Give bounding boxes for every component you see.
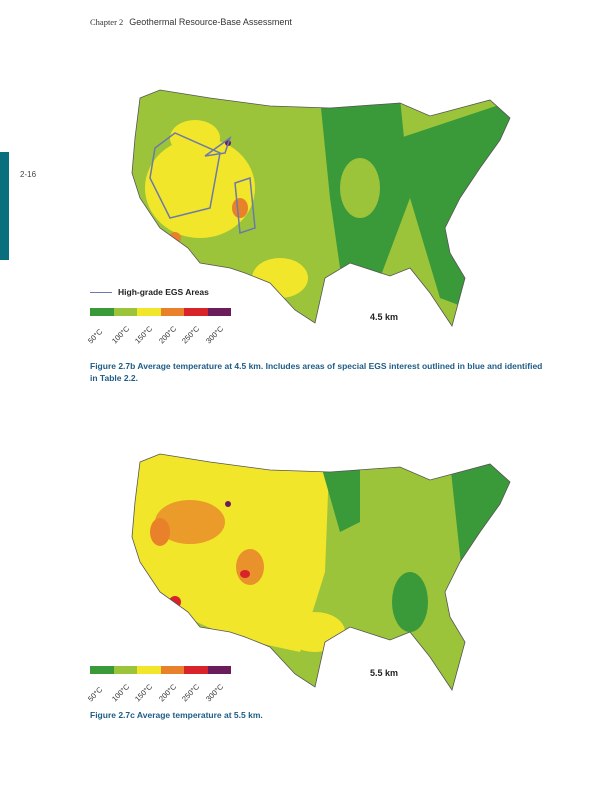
figure-caption-b: Figure 2.7b Average temperature at 4.5 k…	[90, 361, 543, 383]
legend-line-swatch	[90, 291, 112, 293]
chapter-label: Chapter 2	[90, 17, 124, 27]
scale-swatch	[137, 308, 161, 316]
running-header: Chapter 2 Geothermal Resource-Base Assess…	[90, 17, 292, 27]
scale-swatch	[207, 666, 231, 674]
scale-swatch	[160, 666, 184, 674]
scale-tick-label: 100°C	[109, 682, 131, 704]
page-number: 2-16	[20, 170, 37, 179]
depth-label-c: 5.5 km	[370, 668, 399, 678]
scale-swatch	[90, 666, 114, 674]
temperature-ticks-c: 50°C 100°C 150°C 200°C 250°C 300°C	[86, 679, 246, 709]
legend-egs-line: High-grade EGS Areas	[90, 287, 209, 297]
legend-line-label: High-grade EGS Areas	[118, 287, 209, 297]
depth-label-b: 4.5 km	[370, 312, 399, 322]
us-temperature-map-5-5km	[131, 453, 511, 691]
us-temperature-map-4-5km	[131, 89, 511, 327]
temperature-scale-b	[90, 308, 231, 316]
scale-tick-label: 200°C	[156, 682, 178, 704]
scale-tick-label: 100°C	[109, 324, 131, 346]
scale-swatch	[160, 308, 184, 316]
side-tab	[0, 152, 9, 260]
scale-tick-label: 200°C	[156, 324, 178, 346]
scale-tick-label: 50°C	[86, 327, 105, 346]
figure-caption-c: Figure 2.7c Average temperature at 5.5 k…	[90, 710, 263, 720]
scale-swatch	[184, 308, 208, 316]
scale-swatch	[90, 308, 114, 316]
scale-swatch	[207, 308, 231, 316]
temperature-ticks-b: 50°C 100°C 150°C 200°C 250°C 300°C	[86, 321, 246, 351]
scale-swatch	[184, 666, 208, 674]
scale-tick-label: 300°C	[203, 324, 225, 346]
temperature-scale-c	[90, 666, 231, 674]
chapter-title: Geothermal Resource-Base Assessment	[129, 17, 292, 27]
scale-tick-label: 250°C	[180, 324, 202, 346]
scale-swatch	[113, 666, 137, 674]
scale-tick-label: 300°C	[203, 682, 225, 704]
scale-tick-label: 150°C	[133, 324, 155, 346]
scale-swatch	[113, 308, 137, 316]
scale-tick-label: 150°C	[133, 682, 155, 704]
scale-swatch	[137, 666, 161, 674]
scale-tick-label: 250°C	[180, 682, 202, 704]
scale-tick-label: 50°C	[86, 685, 105, 704]
